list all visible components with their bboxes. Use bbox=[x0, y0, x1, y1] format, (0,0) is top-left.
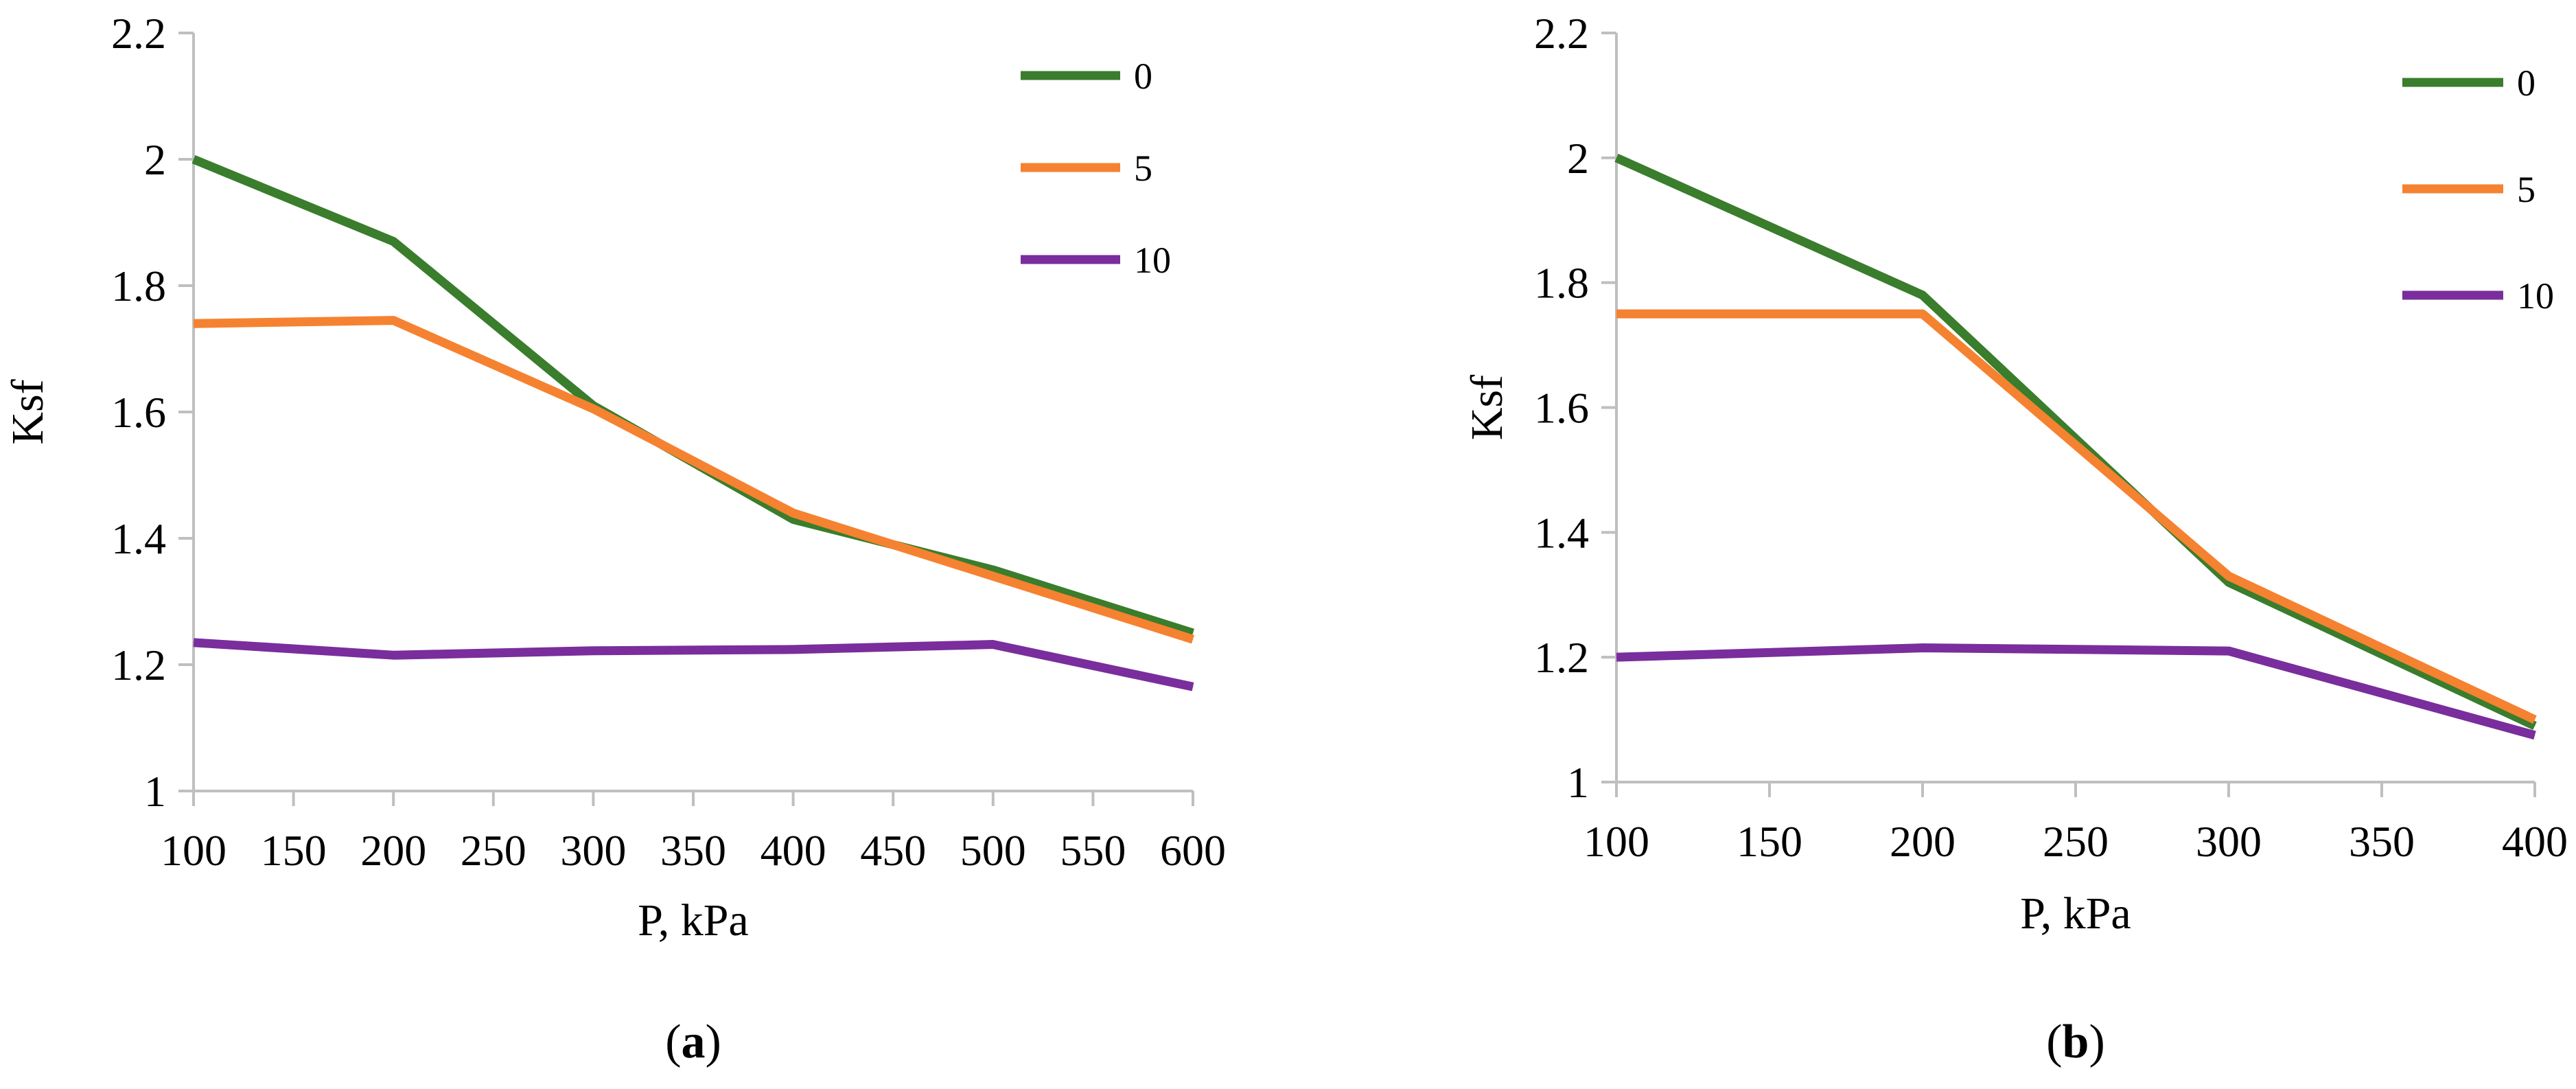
y-tick-label: 2.2 bbox=[1534, 9, 1589, 58]
x-tick-label: 600 bbox=[1160, 826, 1226, 875]
x-tick-label: 300 bbox=[560, 826, 626, 875]
panel-letter: a bbox=[682, 1016, 706, 1068]
y-tick-label: 1.6 bbox=[111, 388, 166, 437]
x-axis-title: P, kPa bbox=[2020, 889, 2131, 939]
x-tick-label: 250 bbox=[461, 826, 526, 875]
legend-label-0: 0 bbox=[2517, 62, 2536, 104]
panel-label: (b) bbox=[2046, 1016, 2105, 1068]
y-axis-title: Ksf bbox=[1462, 375, 1512, 440]
x-tick-label: 200 bbox=[360, 826, 426, 875]
legend-label-0: 0 bbox=[1134, 56, 1152, 97]
series-line-10 bbox=[1616, 643, 2536, 740]
y-axis-title: Ksf bbox=[3, 379, 53, 444]
y-tick-label: 2 bbox=[1567, 134, 1589, 183]
y-tick-label: 1.2 bbox=[111, 641, 166, 689]
y-tick-label: 2.2 bbox=[111, 9, 166, 58]
x-tick-label: 350 bbox=[660, 826, 726, 875]
series-line-5 bbox=[193, 316, 1194, 644]
x-tick-label: 250 bbox=[2043, 817, 2109, 866]
y-tick-label: 2 bbox=[144, 135, 166, 184]
y-tick-label: 1.4 bbox=[111, 514, 166, 563]
legend-label-10: 10 bbox=[1134, 240, 1171, 281]
x-tick-label: 200 bbox=[1890, 817, 1956, 866]
data-point-0 bbox=[393, 241, 394, 242]
y-tick-label: 1.6 bbox=[1534, 384, 1589, 433]
legend-label-10: 10 bbox=[2517, 275, 2554, 317]
legend-label-5: 5 bbox=[1134, 148, 1152, 189]
series-line-10 bbox=[193, 638, 1194, 691]
x-tick-label: 400 bbox=[761, 826, 826, 875]
data-point-10 bbox=[592, 650, 594, 652]
x-tick-label: 450 bbox=[860, 826, 926, 875]
series-line-0 bbox=[1614, 153, 2537, 731]
data-point-0 bbox=[1616, 157, 1617, 159]
y-tick-label: 1 bbox=[144, 767, 166, 816]
x-axis-title: P, kPa bbox=[638, 895, 748, 945]
x-tick-label: 400 bbox=[2502, 817, 2568, 866]
series-line-5 bbox=[1616, 309, 2537, 724]
y-tick-label: 1.8 bbox=[1534, 259, 1589, 308]
panel-letter: b bbox=[2063, 1016, 2089, 1068]
x-tick-label: 150 bbox=[1737, 817, 1802, 866]
y-tick-label: 1.2 bbox=[1534, 633, 1589, 682]
x-tick-label: 100 bbox=[1583, 817, 1649, 866]
legend-label-5: 5 bbox=[2517, 169, 2536, 210]
data-point-10 bbox=[1616, 656, 1617, 658]
x-tick-label: 100 bbox=[161, 826, 227, 875]
data-point-5 bbox=[393, 320, 394, 321]
series-line-0 bbox=[192, 154, 1194, 638]
y-tick-label: 1.4 bbox=[1534, 508, 1589, 557]
data-point-5 bbox=[1192, 639, 1194, 640]
data-point-10 bbox=[393, 654, 394, 656]
x-tick-label: 350 bbox=[2349, 817, 2415, 866]
y-tick-label: 1 bbox=[1567, 758, 1589, 807]
x-tick-label: 500 bbox=[960, 826, 1026, 875]
panel-label: (a) bbox=[665, 1016, 721, 1068]
data-point-0 bbox=[1192, 632, 1194, 634]
x-tick-label: 550 bbox=[1060, 826, 1126, 875]
y-tick-label: 1.8 bbox=[111, 262, 166, 310]
x-tick-label: 150 bbox=[261, 826, 327, 875]
x-tick-label: 300 bbox=[2196, 817, 2262, 866]
